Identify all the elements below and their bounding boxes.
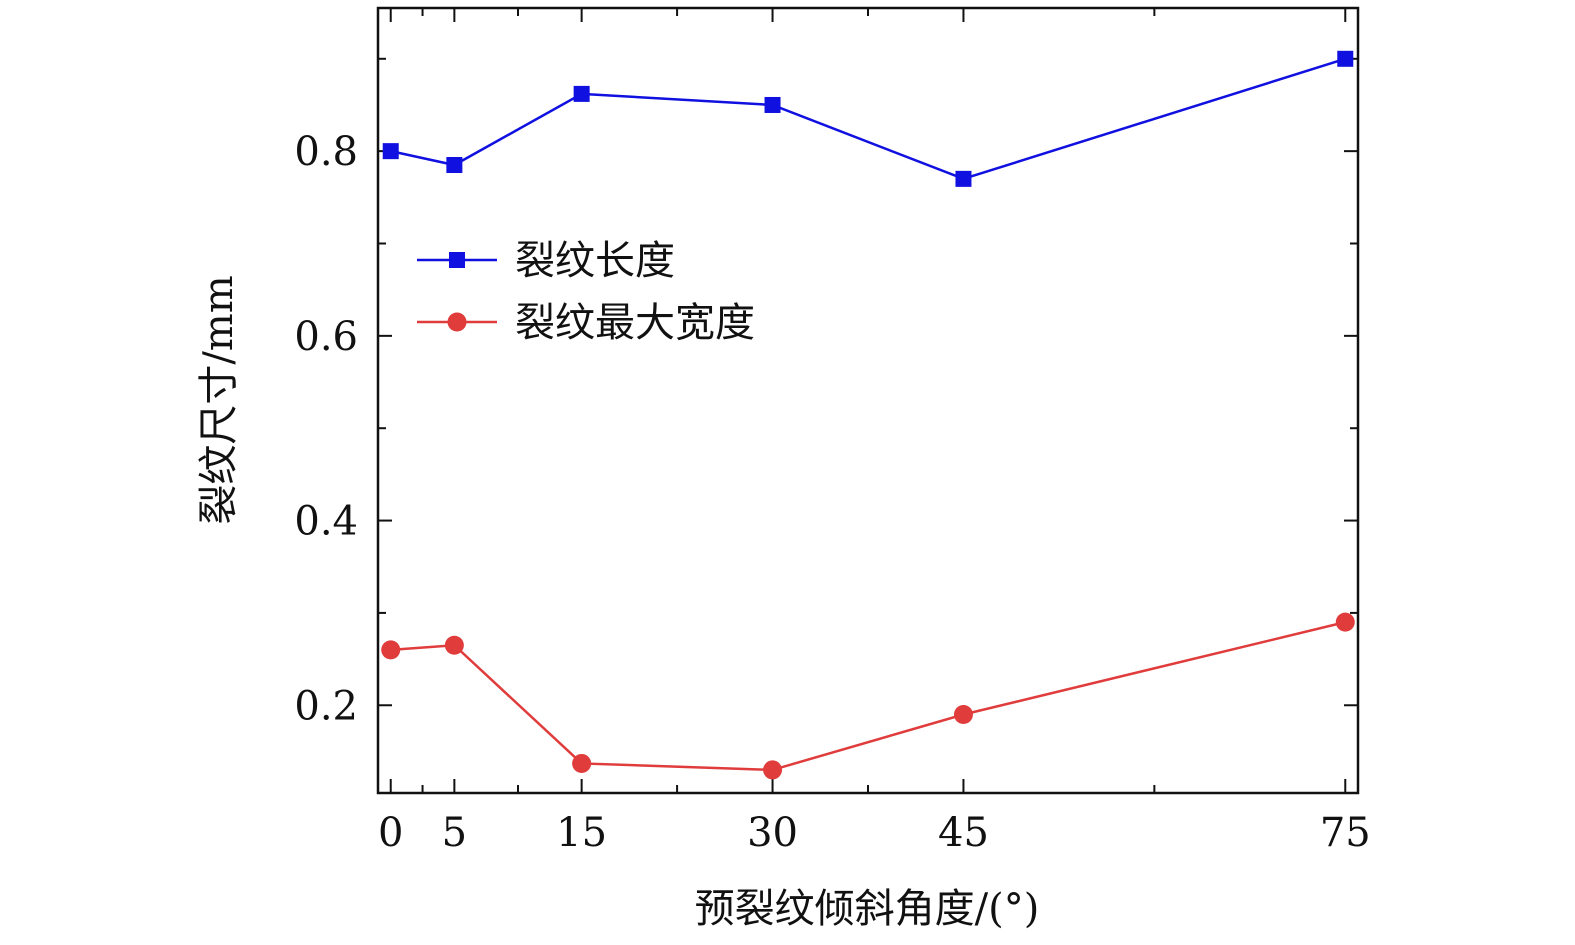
y-tick-label: 0.8 [294,129,358,175]
x-tick-label: 15 [556,810,607,856]
data-point [382,143,399,160]
data-point [763,760,783,780]
data-point [381,640,401,660]
x-tick-label: 0 [378,810,403,856]
series-1 [382,50,1354,187]
legend-label: 裂纹长度 [515,238,675,284]
legend-item-1: 裂纹长度 [417,238,675,284]
series-line [390,620,1346,772]
y-tick-label: 0.2 [294,683,358,729]
data-point [446,157,463,173]
series-2 [381,612,1355,780]
data-point [764,96,781,113]
x-tick-label: 5 [442,810,467,856]
y-tick-label: 0.4 [294,499,358,545]
legend-marker [447,312,467,332]
legend-marker [449,252,465,268]
series-line [390,57,1346,181]
legend-item-2: 裂纹最大宽度 [417,300,755,346]
data-point [444,635,464,655]
x-axis-title: 预裂纹倾斜角度/(°) [695,886,1040,932]
x-tick-label: 30 [747,810,798,856]
x-tick-label: 45 [938,810,989,856]
legend-label: 裂纹最大宽度 [515,300,755,346]
data-point [1337,50,1354,67]
x-tick-label: 75 [1320,810,1371,856]
data-point [1335,612,1355,632]
data-point [955,170,972,187]
data-point [573,85,590,102]
data-point [572,753,592,773]
data-point [953,705,973,724]
y-axis-title: 裂纹尺寸/mm [196,275,242,524]
y-tick-label: 0.6 [294,314,358,360]
